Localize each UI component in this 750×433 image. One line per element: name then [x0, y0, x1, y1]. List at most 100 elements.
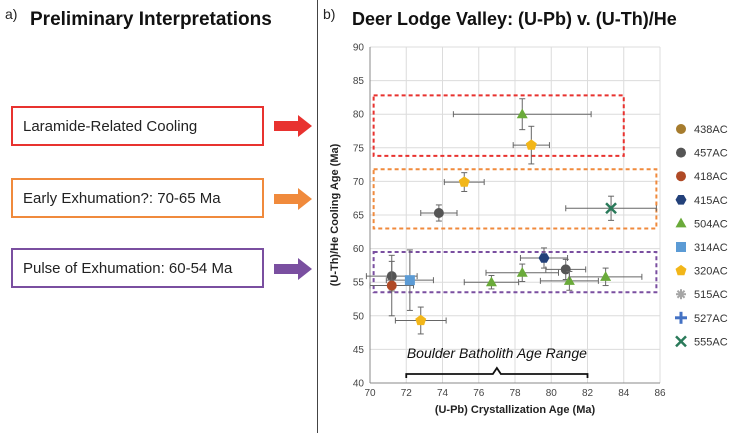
- marker-square: [404, 275, 415, 286]
- marker-418AC: [386, 280, 397, 291]
- marker-square: [676, 242, 686, 252]
- x-tick-label: 78: [509, 388, 521, 399]
- legend-item-504AC: 504AC: [675, 217, 728, 230]
- marker-triangle: [563, 275, 575, 285]
- legend-label: 555AC: [694, 336, 728, 348]
- marker-320AC: [525, 139, 537, 150]
- legend-marker: [676, 124, 686, 134]
- y-tick-label: 75: [353, 143, 365, 154]
- marker-circle: [676, 147, 686, 158]
- data-point-457AC: [420, 204, 458, 222]
- legend-item-418AC: 418AC: [676, 171, 728, 183]
- marker-stroke: [605, 202, 617, 215]
- x-tick-label: 84: [618, 388, 630, 399]
- x-tick-label: 86: [654, 388, 666, 399]
- marker-circle: [433, 207, 444, 218]
- x-tick-label: 70: [364, 388, 376, 399]
- legend-marker: [675, 311, 687, 324]
- marker-triangle: [600, 271, 612, 281]
- legend-label: 527AC: [694, 313, 728, 325]
- data-point-457AC: [545, 258, 587, 281]
- data-point-418AC: [369, 254, 414, 317]
- scatter-chart: 70 72 74 76 78 80 82 84 86 40 45 50 55 60 65 70 75 80 85 90…: [329, 43, 728, 417]
- x-tick-label: 74: [437, 388, 449, 399]
- arrow-right-icon: [274, 188, 312, 210]
- marker-triangle: [516, 108, 528, 119]
- x-axis-title: (U-Pb) Crystallization Age (Ma): [435, 404, 596, 416]
- marker-320AC: [458, 176, 470, 187]
- panel-a: a) Preliminary Interpretations Laramide-…: [0, 0, 318, 433]
- marker-pentagon: [675, 264, 687, 276]
- legend-item-515AC: 515AC: [676, 289, 728, 301]
- marker-504AC: [600, 271, 612, 281]
- marker-circle: [386, 280, 397, 291]
- y-axis-title: (U-Th)/He Cooling Age (Ma): [329, 143, 341, 286]
- y-tick-label: 80: [353, 110, 365, 121]
- interpretation-band: [372, 250, 658, 294]
- y-tick-label: 55: [353, 278, 365, 289]
- x-tick-label: 72: [401, 388, 413, 399]
- panel-a-title: Preliminary Interpretations: [30, 9, 272, 30]
- legend-item-314AC: 314AC: [676, 242, 728, 254]
- legend-marker: [675, 195, 687, 205]
- marker-457AC: [433, 207, 444, 218]
- interpretation-band: [372, 94, 625, 157]
- marker-pentagon: [415, 314, 427, 326]
- legend-marker: [676, 242, 686, 252]
- marker-504AC: [516, 108, 528, 119]
- legend-item-320AC: 320AC: [675, 264, 728, 278]
- marker-504AC: [485, 276, 497, 287]
- x-tick-label: 76: [473, 388, 485, 399]
- legend-marker: [676, 147, 686, 158]
- data-point-320AC: [443, 172, 485, 192]
- legend-marker: [675, 335, 687, 348]
- y-tick-label: 90: [353, 43, 365, 54]
- legend-item-457AC: 457AC: [676, 147, 728, 160]
- marker-555AC: [605, 202, 617, 215]
- marker-415AC: [538, 253, 550, 263]
- legend-label: 320AC: [694, 266, 728, 278]
- marker-triangle: [675, 217, 687, 228]
- legend-item-438AC: 438AC: [676, 124, 728, 136]
- legend-item-415AC: 415AC: [675, 195, 728, 207]
- marker-314AC: [404, 275, 415, 286]
- data-point-555AC: [565, 195, 657, 221]
- interpretation-band: [372, 168, 658, 230]
- arrow-right-icon: [274, 258, 312, 280]
- y-tick-label: 45: [353, 345, 365, 356]
- arrow-right-icon: [274, 115, 312, 137]
- data-point-320AC: [512, 125, 550, 165]
- interpretation-box-early-exhumation: Early Exhumation?: 70-65 Ma: [11, 178, 264, 218]
- batholith-range-bracket: [405, 366, 589, 378]
- marker-stroke: [675, 335, 687, 348]
- marker-circle: [676, 124, 686, 134]
- y-tick-label: 70: [353, 177, 365, 188]
- interpretation-box-pulse-exhumation: Pulse of Exhumation: 60-54 Ma: [11, 248, 264, 288]
- y-tick-label: 40: [353, 379, 365, 390]
- marker-triangle: [485, 276, 497, 287]
- data-point-504AC: [568, 267, 643, 287]
- data-point-314AC: [385, 249, 434, 311]
- panel-b: b) Deer Lodge Valley: (U-Pb) v. (U-Th)/H…: [318, 0, 750, 433]
- marker-triangle: [516, 267, 528, 277]
- marker-pentagon: [458, 176, 470, 187]
- y-tick-label: 85: [353, 76, 365, 87]
- data-point-415AC: [519, 247, 569, 269]
- y-tick-label: 60: [353, 244, 365, 255]
- legend-label: 515AC: [694, 289, 728, 301]
- marker-hexagon: [675, 195, 687, 205]
- legend-label: 504AC: [694, 218, 728, 230]
- legend-marker: [676, 171, 686, 182]
- marker-320AC: [415, 314, 427, 326]
- y-tick-label: 50: [353, 311, 365, 322]
- x-tick-label: 80: [546, 388, 558, 399]
- data-point-504AC: [463, 274, 520, 290]
- y-tick-label: 65: [353, 211, 365, 222]
- marker-pentagon: [525, 139, 537, 150]
- data-point-320AC: [394, 306, 447, 335]
- marker-504AC: [563, 275, 575, 285]
- marker-stroke: [676, 289, 686, 299]
- legend-marker: [676, 289, 686, 300]
- data-point-504AC: [485, 263, 559, 283]
- marker-504AC: [516, 267, 528, 277]
